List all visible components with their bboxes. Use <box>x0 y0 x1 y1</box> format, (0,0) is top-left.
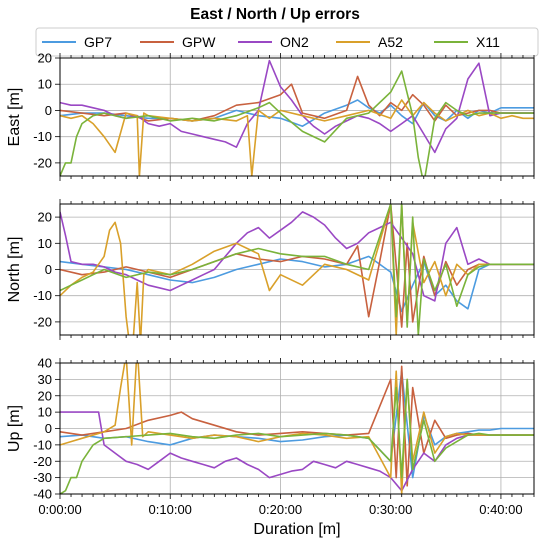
series-line-gpw <box>60 204 534 328</box>
x-tick-label: 0:30:00 <box>369 502 412 517</box>
y-tick-label: -20 <box>33 314 52 329</box>
series-line-x11 <box>60 378 534 494</box>
x-tick-label: 0:40:00 <box>479 502 522 517</box>
y-tick-label: -30 <box>33 470 52 485</box>
series-group <box>60 59 534 176</box>
panel-east: 20 10 0 -10 -20 East [m] <box>6 51 535 181</box>
legend-label-gpw: GPW <box>182 34 216 50</box>
y-tick-label: 20 <box>38 51 52 66</box>
y-tick-label: 10 <box>38 77 52 92</box>
legend: GP7 GPW ON2 A52 X11 <box>35 27 539 57</box>
legend-label-a52: A52 <box>378 34 403 50</box>
series-line-a52 <box>60 204 534 335</box>
y-tick-label: 20 <box>38 388 52 403</box>
y-tick-label: -20 <box>33 454 52 469</box>
y-tick-label: 10 <box>38 405 52 420</box>
y-tick-label: 0 <box>45 421 52 436</box>
x-tick-label: 0:10:00 <box>149 502 192 517</box>
x-axis-label: Duration [m] <box>253 521 340 538</box>
chart-title: East / North / Up errors <box>190 6 360 23</box>
y-tick-label: 20 <box>38 210 52 225</box>
legend-label-x11: X11 <box>476 34 500 50</box>
series-line-x11 <box>60 70 534 176</box>
series-line-a52 <box>60 363 534 494</box>
y-tick-label: 0 <box>45 262 52 277</box>
series-line-x11 <box>60 204 534 335</box>
legend-frame <box>35 27 539 57</box>
y-tick-label: -40 <box>33 487 52 502</box>
y-tick-label: -10 <box>33 288 52 303</box>
y-axis-label-east: East [m] <box>6 88 23 147</box>
legend-label-gp7: GP7 <box>84 34 112 50</box>
legend-label-on2: ON2 <box>280 34 309 50</box>
panel-frame <box>59 57 535 177</box>
panel-north: 20 10 0 -10 -20 North [m] <box>6 199 535 340</box>
series-line-on2 <box>60 59 534 154</box>
series-line-a52 <box>60 99 534 176</box>
x-tick-label: 0:20:00 <box>259 502 302 517</box>
series-line-gp7 <box>60 255 534 313</box>
y-tick-label: 40 <box>38 356 52 371</box>
y-tick-label: -10 <box>33 437 52 452</box>
series-group <box>60 204 534 335</box>
y-axis-label-north: North [m] <box>6 237 23 303</box>
y-tick-label: -20 <box>33 155 52 170</box>
series-line-on2 <box>60 411 534 492</box>
y-tick-label: 0 <box>45 103 52 118</box>
y-tick-label: 30 <box>38 372 52 387</box>
y-tick-label: -10 <box>33 129 52 144</box>
y-axis-label-up: Up [m] <box>6 405 23 452</box>
x-tick-label: 0:00:00 <box>38 502 81 517</box>
series-group <box>60 363 534 494</box>
y-tick-label: 10 <box>38 236 52 251</box>
